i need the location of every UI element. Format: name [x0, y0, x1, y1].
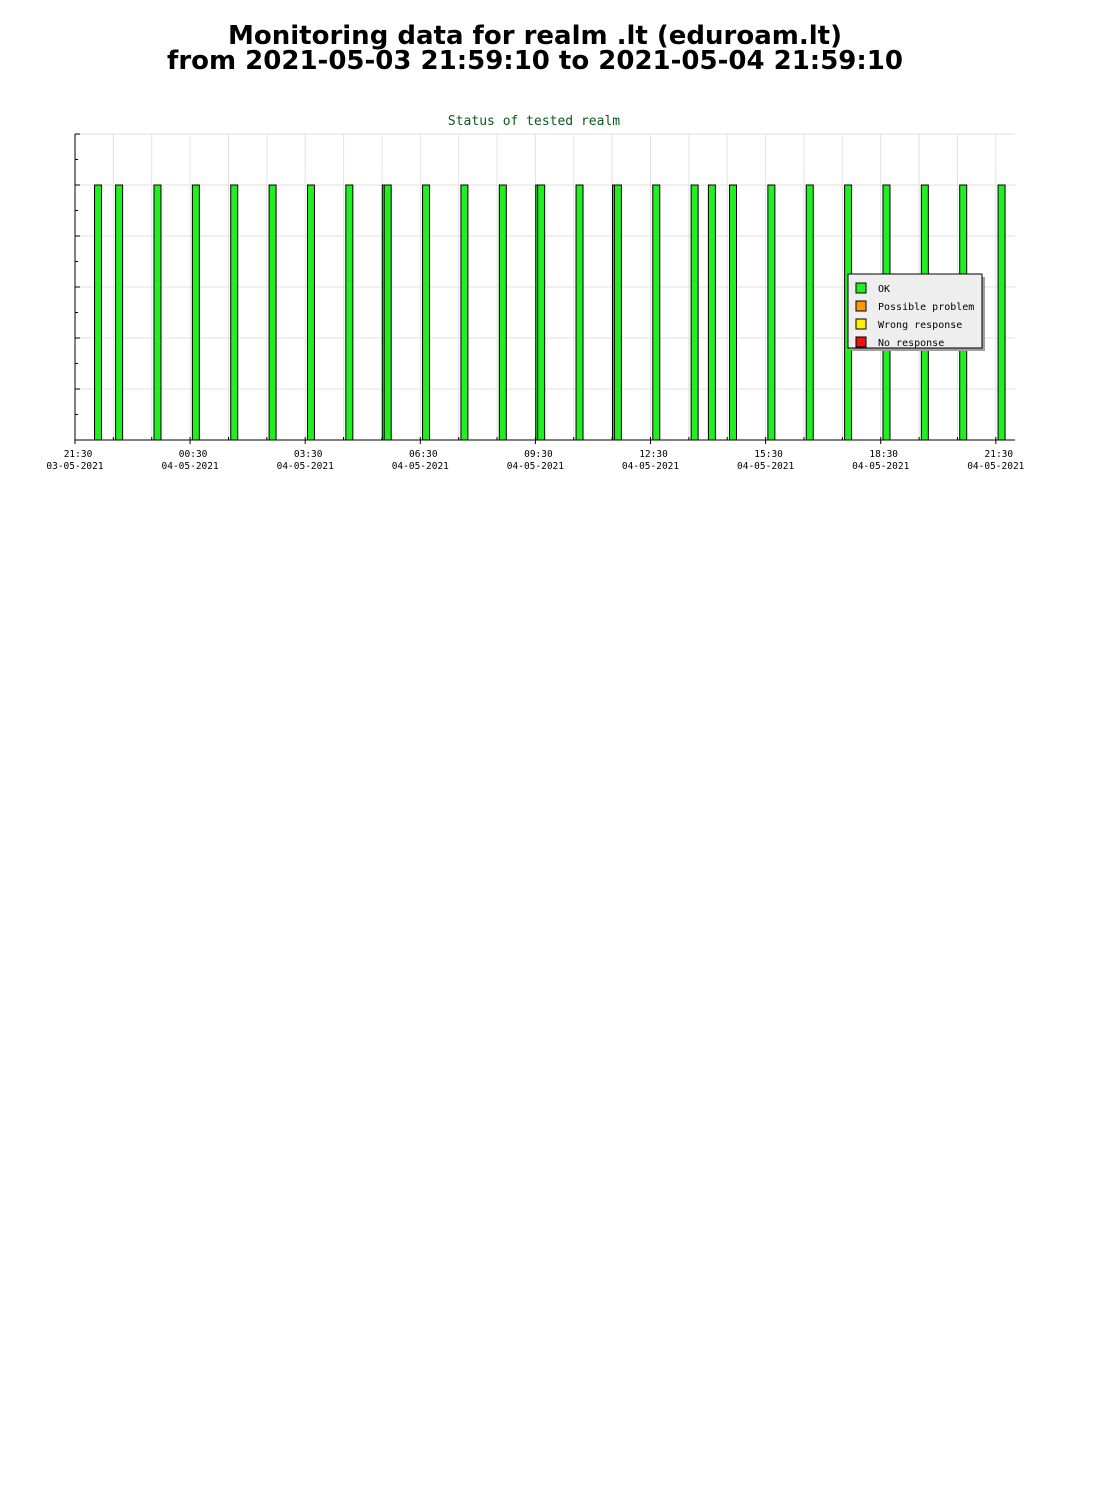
- bar-ok: [652, 184, 661, 441]
- bar-ok: [153, 184, 162, 441]
- bar-ok: [613, 184, 622, 441]
- x-tick-label-time: 21:30: [64, 449, 93, 460]
- x-tick-label-date: 04-05-2021: [277, 461, 334, 472]
- x-tick-label-time: 09:30: [524, 449, 553, 460]
- chart-axes: [74, 133, 1015, 441]
- bar-ok: [690, 184, 699, 441]
- bar-ok: [767, 184, 776, 441]
- bar-ok: [997, 184, 1006, 441]
- x-tick-label-date: 04-05-2021: [737, 461, 794, 472]
- chart-subtitle: Status of tested realm: [448, 114, 620, 129]
- x-tick-label-time: 15:30: [754, 449, 783, 460]
- bar-ok: [230, 184, 239, 441]
- legend-swatch: [855, 336, 867, 348]
- bar-ok: [306, 184, 315, 441]
- x-tick-label-time: 00:30: [179, 449, 208, 460]
- bar-ok: [805, 184, 814, 441]
- legend-label: Wrong response: [878, 320, 962, 331]
- legend-label: Possible problem: [878, 302, 974, 313]
- bar-ok: [422, 184, 431, 441]
- legend-swatch: [855, 318, 867, 330]
- bar-ok: [94, 184, 103, 441]
- bar-ok: [115, 184, 124, 441]
- legend-label: OK: [878, 284, 890, 295]
- bar-ok: [191, 184, 200, 441]
- x-tick-label-date: 04-05-2021: [392, 461, 449, 472]
- bar-ok: [575, 184, 584, 441]
- bar-ok: [383, 184, 392, 441]
- x-tick-label-date: 04-05-2021: [622, 461, 679, 472]
- chart-legend: OK Possible problem Wrong response No respo…: [847, 273, 985, 351]
- bar-ok: [498, 184, 507, 441]
- page-title-line2: from 2021-05-03 21:59:10 to 2021-05-04 2…: [167, 46, 903, 76]
- x-tick-label-date: 03-05-2021: [46, 461, 103, 472]
- x-tick-label-time: 03:30: [294, 449, 323, 460]
- bar-ok: [268, 184, 277, 441]
- bar-ok: [729, 184, 737, 441]
- x-tick-label-time: 06:30: [409, 449, 438, 460]
- x-tick-label-date: 04-05-2021: [967, 461, 1024, 472]
- x-tick-label-time: 21:30: [985, 449, 1014, 460]
- bar-ok: [345, 184, 354, 441]
- x-tick-label-date: 04-05-2021: [507, 461, 564, 472]
- bar-ok: [537, 184, 546, 441]
- x-tick-label-date: 04-05-2021: [162, 461, 219, 472]
- page-title-line1: Monitoring data for realm .lt (eduroam.l…: [228, 21, 842, 51]
- legend-swatch: [855, 282, 867, 294]
- page-title: Monitoring data for realm .lt (eduroam.l…: [0, 21, 1070, 76]
- legend-box: [847, 273, 983, 349]
- x-tick-label-time: 18:30: [869, 449, 898, 460]
- x-axis-ticks: 21:3003-05-202100:3004-05-202103:3004-05…: [46, 440, 1025, 472]
- x-tick-label-time: 12:30: [639, 449, 668, 460]
- x-tick-label-date: 04-05-2021: [852, 461, 909, 472]
- bar-ok: [707, 184, 716, 441]
- bar-ok: [460, 184, 469, 441]
- legend-swatch: [855, 300, 867, 312]
- status-chart: Status of tested realm 21:3003-05-202100…: [46, 114, 1025, 472]
- legend-label: No response: [878, 338, 944, 349]
